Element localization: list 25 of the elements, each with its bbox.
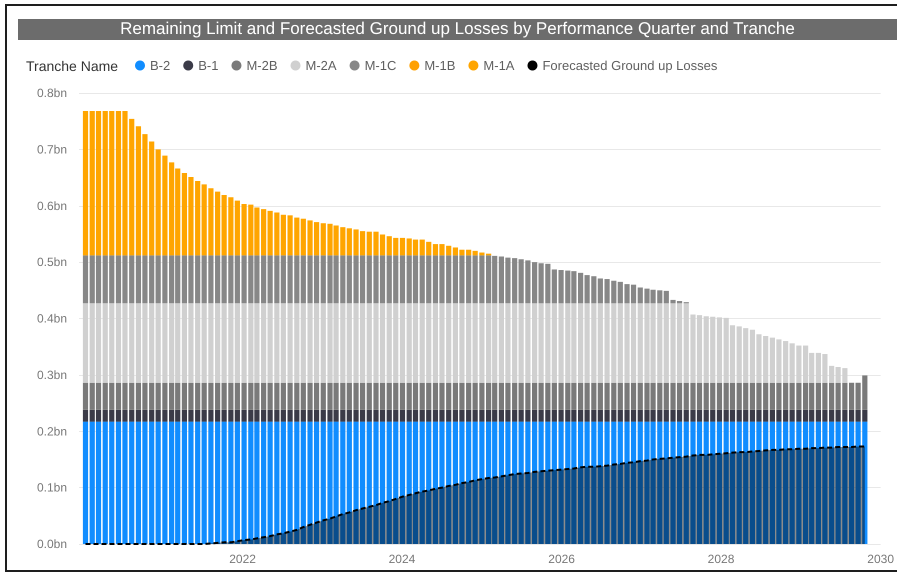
legend-title: Tranche Name: [26, 58, 118, 74]
x-tick-label: 2028: [708, 552, 735, 566]
y-tick-label: 0.3bn: [36, 368, 67, 382]
chart-title: Remaining Limit and Forecasted Ground up Losses by Performance Quarter and Tranche: [120, 19, 795, 38]
y-tick-label: 0.5bn: [36, 255, 67, 270]
legend-label: B-1: [198, 58, 218, 73]
legend-label: M-1C: [364, 58, 396, 73]
x-tick-label: 2030: [867, 552, 894, 566]
legend-label: Forecasted Ground up Losses: [542, 58, 718, 73]
y-tick-label: 0.2bn: [36, 424, 67, 438]
y-tick-label: 0.0bn: [36, 537, 67, 551]
legend-label: M-1A: [483, 58, 515, 73]
y-tick-label: 0.4bn: [36, 312, 67, 326]
legend-label: M-2B: [246, 58, 278, 73]
y-tick-label: 0.7bn: [36, 142, 67, 156]
bar: [842, 368, 848, 383]
x-tick-label: 2022: [229, 552, 256, 566]
x-tick-label: 2026: [548, 552, 576, 566]
legend-label: B-2: [150, 58, 170, 73]
y-tick-label: 0.8bn: [36, 86, 67, 100]
y-tick-label: 0.1bn: [36, 480, 67, 495]
legend-label: M-1B: [424, 58, 456, 73]
legend-label: M-2A: [306, 58, 337, 73]
x-tick-label: 2024: [388, 552, 416, 566]
y-tick-label: 0.6bn: [36, 198, 67, 213]
